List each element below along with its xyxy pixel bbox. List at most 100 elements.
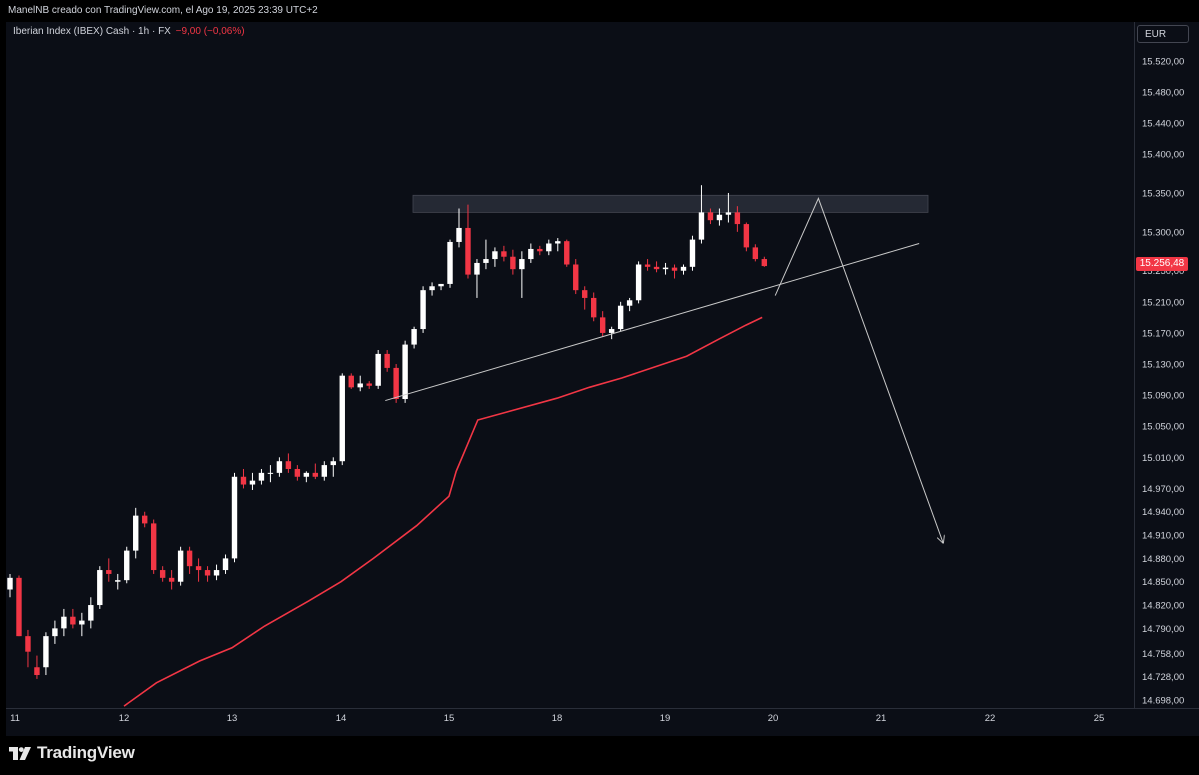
- candle-body: [447, 241, 453, 284]
- candle: [555, 238, 561, 252]
- candle: [564, 239, 570, 267]
- candle: [195, 558, 202, 582]
- candle-body: [591, 297, 597, 318]
- price-axis-tick: 14.820,00: [1142, 601, 1184, 612]
- candle-body: [88, 605, 94, 621]
- candle-body: [546, 243, 552, 252]
- price-axis-tick: 15.440,00: [1142, 118, 1184, 129]
- candle: [510, 249, 516, 275]
- candle-body: [312, 472, 319, 477]
- candle: [528, 243, 534, 263]
- candle-body: [393, 367, 399, 400]
- symbol-legend[interactable]: Iberian Index (IBEX) Cash · 1h · FX −9,0…: [13, 26, 245, 37]
- candle: [249, 472, 256, 490]
- candle-body: [519, 259, 525, 270]
- candle-body: [285, 461, 292, 469]
- candle-body: [258, 472, 265, 481]
- price-axis-tick: 14.790,00: [1142, 624, 1184, 635]
- price-axis-tick: 14.910,00: [1142, 531, 1184, 542]
- candle: [653, 261, 660, 273]
- candle-body: [734, 212, 741, 225]
- time-axis-tick: 19: [660, 713, 671, 724]
- candle: [177, 546, 184, 586]
- candle: [348, 373, 354, 389]
- candle: [276, 457, 283, 477]
- time-axis-tick: 25: [1094, 713, 1105, 724]
- currency-button[interactable]: EUR: [1137, 25, 1189, 43]
- price-change: −9,00 (−0,06%): [175, 26, 245, 37]
- candle: [617, 301, 624, 332]
- candle-body: [501, 251, 507, 257]
- price-axis-tick: 15.480,00: [1142, 87, 1184, 98]
- candle: [133, 507, 139, 559]
- candle-body: [159, 570, 166, 578]
- candle: [106, 558, 112, 582]
- candle: [707, 208, 714, 225]
- candle: [303, 471, 310, 483]
- candle: [420, 286, 426, 333]
- price-axis-tick: 15.010,00: [1142, 453, 1184, 464]
- candle: [357, 375, 363, 392]
- time-axis-tick: 14: [336, 713, 347, 724]
- candle-body: [231, 476, 238, 559]
- candle: [716, 208, 723, 226]
- candle-body: [483, 259, 489, 263]
- candle: [25, 629, 31, 668]
- candle: [16, 575, 22, 637]
- candle: [150, 519, 157, 574]
- candle-body: [249, 480, 256, 485]
- price-axis-tick: 15.210,00: [1142, 297, 1184, 308]
- price-axis-tick: 14.698,00: [1142, 695, 1184, 706]
- header-caption: ManelNB creado con TradingView.com, el A…: [8, 5, 318, 16]
- candle-body: [680, 266, 687, 271]
- candle-body: [420, 290, 426, 330]
- candle: [474, 259, 480, 298]
- candle: [743, 222, 750, 252]
- time-axis-tick: 15: [444, 713, 455, 724]
- candle-body: [402, 344, 408, 400]
- candle: [393, 364, 399, 403]
- candle-body: [528, 248, 534, 260]
- candle-body: [186, 550, 193, 567]
- price-axis-tick: 14.728,00: [1142, 672, 1184, 683]
- candle: [438, 283, 444, 291]
- candle-body: [195, 566, 202, 571]
- candle: [456, 208, 462, 248]
- candle-body: [79, 620, 85, 625]
- candle-body: [34, 667, 40, 676]
- candle-body: [644, 264, 651, 267]
- candle-body: [689, 239, 696, 267]
- candle-body: [133, 515, 139, 551]
- time-axis-separator: [6, 708, 1199, 709]
- footer-bar: [0, 736, 1199, 775]
- candle: [222, 554, 229, 574]
- candle: [680, 264, 687, 275]
- candle-body: [725, 212, 732, 215]
- price-axis-tick: 14.970,00: [1142, 484, 1184, 495]
- candle: [384, 350, 390, 372]
- candle: [465, 204, 471, 279]
- candle-body: [716, 214, 723, 221]
- candle-body: [617, 305, 624, 330]
- candle: [483, 239, 489, 270]
- candle: [34, 655, 40, 679]
- candle-body: [429, 286, 435, 291]
- time-axis-tick: 11: [10, 713, 20, 724]
- tradingview-logo[interactable]: TradingView: [9, 743, 135, 763]
- candle-body: [510, 256, 516, 270]
- candle: [330, 457, 336, 477]
- candle-body: [626, 300, 633, 306]
- chart-area[interactable]: [6, 22, 1199, 736]
- candle-body: [707, 212, 714, 221]
- candle-body: [267, 472, 274, 474]
- candle-body: [662, 267, 669, 270]
- candle-body: [177, 550, 184, 582]
- time-axis-tick: 21: [876, 713, 887, 724]
- price-axis-tick: 15.130,00: [1142, 360, 1184, 371]
- candle-body: [671, 267, 678, 271]
- candle-body: [70, 616, 76, 625]
- candle: [375, 350, 381, 389]
- candle-body: [752, 247, 759, 260]
- candle-body: [16, 577, 22, 637]
